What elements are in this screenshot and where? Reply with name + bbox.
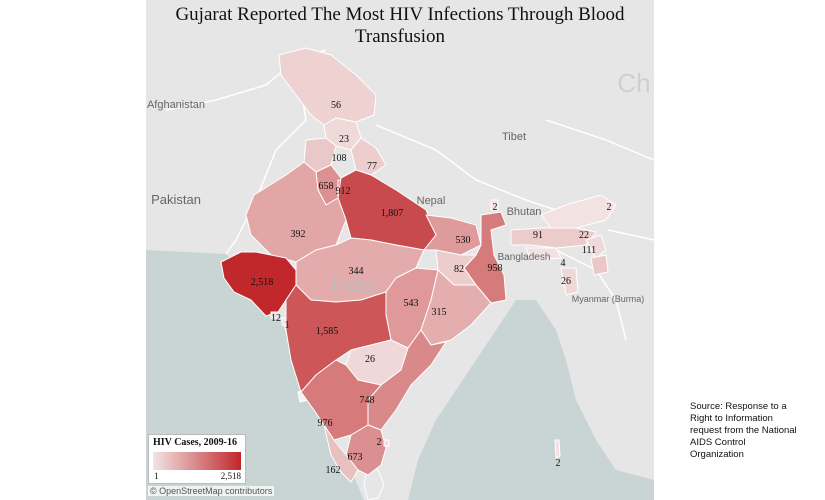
region-jammu-kashmir[interactable] xyxy=(278,47,377,126)
region-label-kerala: 162 xyxy=(326,465,341,476)
region-label-sikkim: 2 xyxy=(493,202,498,213)
region-label-uttarakhand: 77 xyxy=(367,161,377,172)
region-meghalaya[interactable] xyxy=(525,247,562,261)
region-label-bihar: 530 xyxy=(456,235,471,246)
region-arunachal[interactable] xyxy=(540,194,617,229)
region-nagaland[interactable] xyxy=(585,234,607,259)
region-label-assam: 91 xyxy=(533,230,543,241)
region-label-andhra-pradesh: 748 xyxy=(360,395,375,406)
region-label-chhattisgarh: 543 xyxy=(404,298,419,309)
region-label-arunachal: 2 xyxy=(607,202,612,213)
legend-min-label: 1 xyxy=(154,471,159,481)
country-label-pakistan: Pakistan xyxy=(151,192,201,207)
region-label-manipur: 111 xyxy=(582,245,596,256)
country-label-bangladesh: Bangladesh xyxy=(498,252,551,263)
region-label-delhi: 912 xyxy=(336,186,351,197)
region-label-dadra-nagar-haveli: 1 xyxy=(285,320,290,331)
country-label-china: Ch xyxy=(617,68,650,98)
region-label-mizoram: 26 xyxy=(561,276,571,287)
region-label-jharkhand: 82 xyxy=(454,264,464,275)
region-label-jammu-kashmir: 56 xyxy=(331,100,341,111)
country-label-india: India xyxy=(331,275,375,297)
region-label-himachal: 23 xyxy=(339,134,349,145)
country-label-tibet: Tibet xyxy=(502,131,526,143)
country-label-nepal: Nepal xyxy=(417,195,446,207)
region-label-gujarat: 2,518 xyxy=(251,277,274,288)
region-kerala[interactable] xyxy=(323,424,359,483)
region-label-haryana: 658 xyxy=(319,181,334,192)
region-label-meghalaya: 4 xyxy=(561,258,566,269)
region-label-rajasthan: 392 xyxy=(291,229,306,240)
source-note: Source: Response to a Right to Informati… xyxy=(690,401,797,460)
neighbour-borders xyxy=(165,49,654,341)
map-canvas[interactable]: Afghanistan Pakistan Tibet Nepal Bhutan … xyxy=(146,0,654,500)
legend-title: HIV Cases, 2009-16 xyxy=(153,437,237,448)
region-rajasthan[interactable] xyxy=(245,161,347,263)
legend-gradient-bar xyxy=(153,452,241,470)
map-attribution[interactable]: © OpenStreetMap contributors xyxy=(148,486,275,496)
country-label-afghanistan: Afghanistan xyxy=(147,99,205,111)
region-mizoram[interactable] xyxy=(560,267,579,296)
legend-max-label: 2,518 xyxy=(220,471,241,481)
region-label-nagaland: 22 xyxy=(579,230,589,241)
region-label-telangana: 26 xyxy=(365,354,375,365)
region-label-tamil-nadu: 673 xyxy=(348,452,363,463)
region-label-punjab: 108 xyxy=(332,153,347,164)
region-label-west-bengal: 958 xyxy=(488,263,503,274)
map-viewport[interactable]: Afghanistan Pakistan Tibet Nepal Bhutan … xyxy=(146,0,654,500)
bay-of-bengal xyxy=(408,300,654,500)
region-label-maharashtra: 1,585 xyxy=(316,326,339,337)
country-label-bhutan: Bhutan xyxy=(507,206,542,218)
region-label-daman-diu: 12 xyxy=(271,313,281,324)
region-daman-diu[interactable] xyxy=(270,311,278,319)
region-label-odisha: 315 xyxy=(432,307,447,318)
region-label-madhya-pradesh: 344 xyxy=(349,266,364,277)
region-odisha[interactable] xyxy=(420,269,492,346)
region-assam[interactable] xyxy=(510,227,597,249)
region-sikkim[interactable] xyxy=(490,199,499,211)
region-label-puducherry: 2 xyxy=(377,437,382,448)
region-puducherry[interactable] xyxy=(383,439,390,447)
region-andaman[interactable] xyxy=(554,439,561,459)
region-label-uttar-pradesh: 1,807 xyxy=(381,208,404,219)
region-label-karnataka: 976 xyxy=(318,418,333,429)
country-label-myanmar: Myanmar (Burma) xyxy=(572,294,645,304)
color-legend: HIV Cases, 2009-16 1 2,518 xyxy=(148,434,246,484)
region-manipur[interactable] xyxy=(590,254,609,276)
map-title: Gujarat Reported The Most HIV Infections… xyxy=(175,4,625,47)
region-label-andaman: 2 xyxy=(556,458,561,469)
